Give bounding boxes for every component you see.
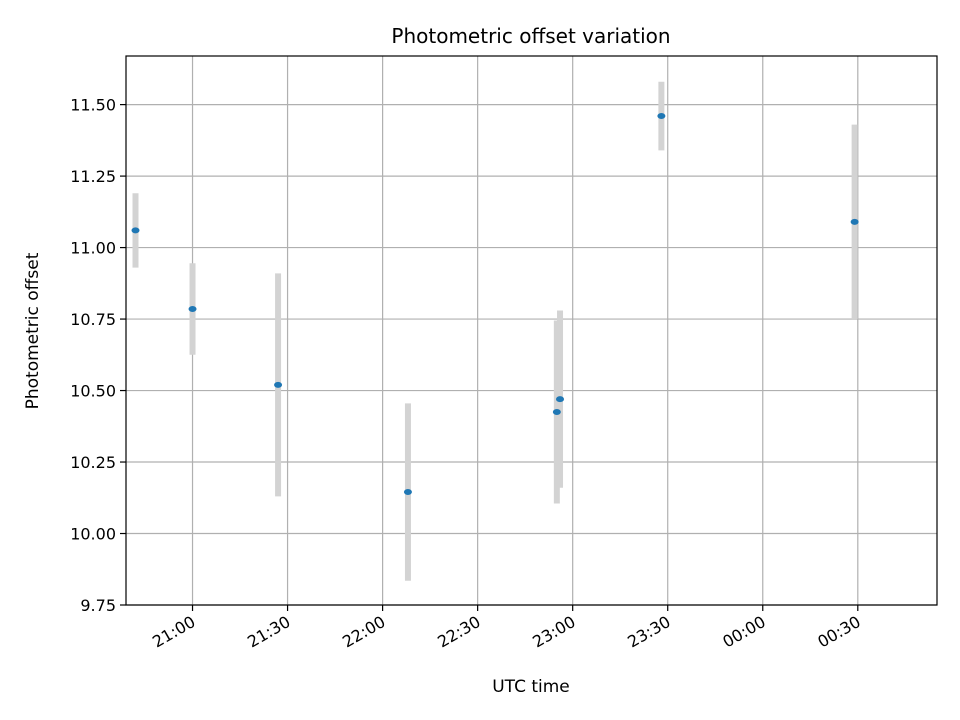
y-tick-label: 11.50 — [70, 96, 116, 115]
data-point — [188, 306, 197, 313]
grid — [126, 56, 937, 606]
data-point — [403, 489, 412, 496]
y-axis-label: Photometric offset — [23, 252, 43, 409]
data-point — [556, 396, 565, 403]
y-tick-label: 11.25 — [70, 167, 116, 186]
y-tick-label: 9.75 — [80, 596, 116, 615]
plot-frame — [125, 55, 938, 606]
chart-title: Photometric offset variation — [391, 24, 670, 48]
data-points — [131, 113, 859, 496]
y-tick-label: 10.50 — [70, 382, 116, 401]
x-axis-label: UTC time — [492, 677, 570, 697]
data-point — [131, 227, 140, 234]
data-point — [657, 113, 666, 120]
y-tick-label: 10.00 — [70, 525, 116, 544]
data-point — [850, 218, 859, 225]
data-point — [552, 408, 561, 415]
y-tick-label: 10.75 — [70, 310, 116, 329]
y-tick-label: 10.25 — [70, 453, 116, 472]
y-tick-label: 11.00 — [70, 239, 116, 258]
data-point — [274, 381, 283, 388]
y-axis-ticks: 9.75 10.00 10.25 10.50 10.75 11.00 11.25 11.50 — [70, 96, 126, 615]
